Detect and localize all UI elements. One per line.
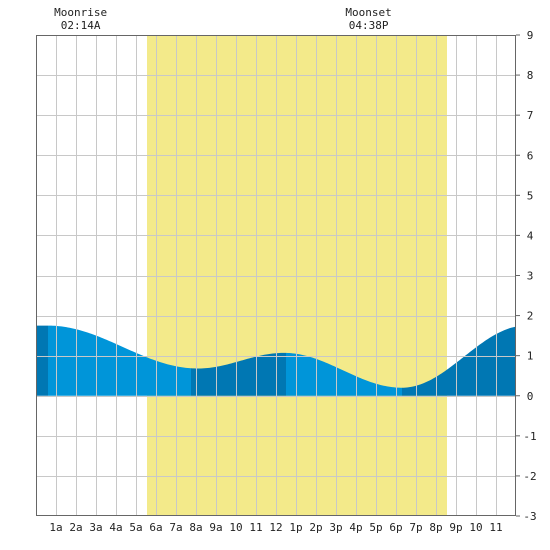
y-tick-label: 4: [527, 229, 534, 242]
tide-segment: [402, 326, 516, 396]
x-tick-label: 9p: [449, 521, 462, 534]
x-tick-label: 1p: [289, 521, 302, 534]
moon-event-time: 04:38P: [349, 19, 389, 32]
y-tick-label: 2: [527, 310, 534, 323]
y-tick-label: 0: [527, 390, 534, 403]
y-tick-label: -1: [523, 430, 536, 443]
x-tick-label: 3p: [329, 521, 342, 534]
tide-segment: [48, 325, 191, 396]
x-tick-label: 4a: [109, 521, 122, 534]
y-axis-labels: -3 -2 -1 0 1 2 3 4 5 6 7 8 9: [516, 29, 537, 523]
x-tick-label: 10: [229, 521, 242, 534]
tide-segment: [36, 325, 48, 396]
grid-layer: [36, 35, 516, 516]
x-tick-label: 3a: [89, 521, 102, 534]
moon-event-label: Moonrise: [54, 6, 107, 19]
x-tick-label: 2a: [69, 521, 82, 534]
x-tick-label: 5p: [369, 521, 382, 534]
plot-frame: [36, 35, 516, 516]
tide-segment: [286, 352, 402, 396]
y-tick-label: 5: [527, 189, 534, 202]
x-tick-label: 9a: [209, 521, 222, 534]
y-tick-label: 8: [527, 69, 534, 82]
y-tick-label: 7: [527, 109, 534, 122]
x-tick-label: 11: [489, 521, 502, 534]
x-tick-label: 6a: [149, 521, 162, 534]
x-tick-label: 7a: [169, 521, 182, 534]
y-tick-label: -2: [523, 470, 536, 483]
y-tick-label: 6: [527, 149, 534, 162]
x-tick-label: 2p: [309, 521, 322, 534]
y-tick-label: 1: [527, 350, 534, 363]
x-tick-label: 7p: [409, 521, 422, 534]
x-tick-label: 12: [269, 521, 282, 534]
tide-segment: [191, 352, 286, 396]
y-tick-label: -3: [523, 510, 536, 523]
moon-event-label: Moonset: [345, 6, 391, 19]
x-tick-label: 1a: [49, 521, 62, 534]
x-tick-label: 10: [469, 521, 482, 534]
x-tick-label: 5a: [129, 521, 142, 534]
moon-event-time: 02:14A: [61, 19, 101, 32]
x-axis-labels: 1a 2a 3a 4a 5a 6a 7a 8a 9a 10 11 12 1p 2p 3p 4p 5p 6p 7p 8p…: [49, 521, 502, 534]
x-tick-label: 11: [249, 521, 262, 534]
x-tick-label: 8p: [429, 521, 442, 534]
frame-layer: [36, 35, 516, 516]
tide-layer: [36, 325, 516, 396]
x-tick-label: 4p: [349, 521, 362, 534]
y-tick-label: 3: [527, 270, 534, 283]
y-tick-label: 9: [527, 29, 534, 42]
x-tick-label: 8a: [189, 521, 202, 534]
x-tick-label: 6p: [389, 521, 402, 534]
